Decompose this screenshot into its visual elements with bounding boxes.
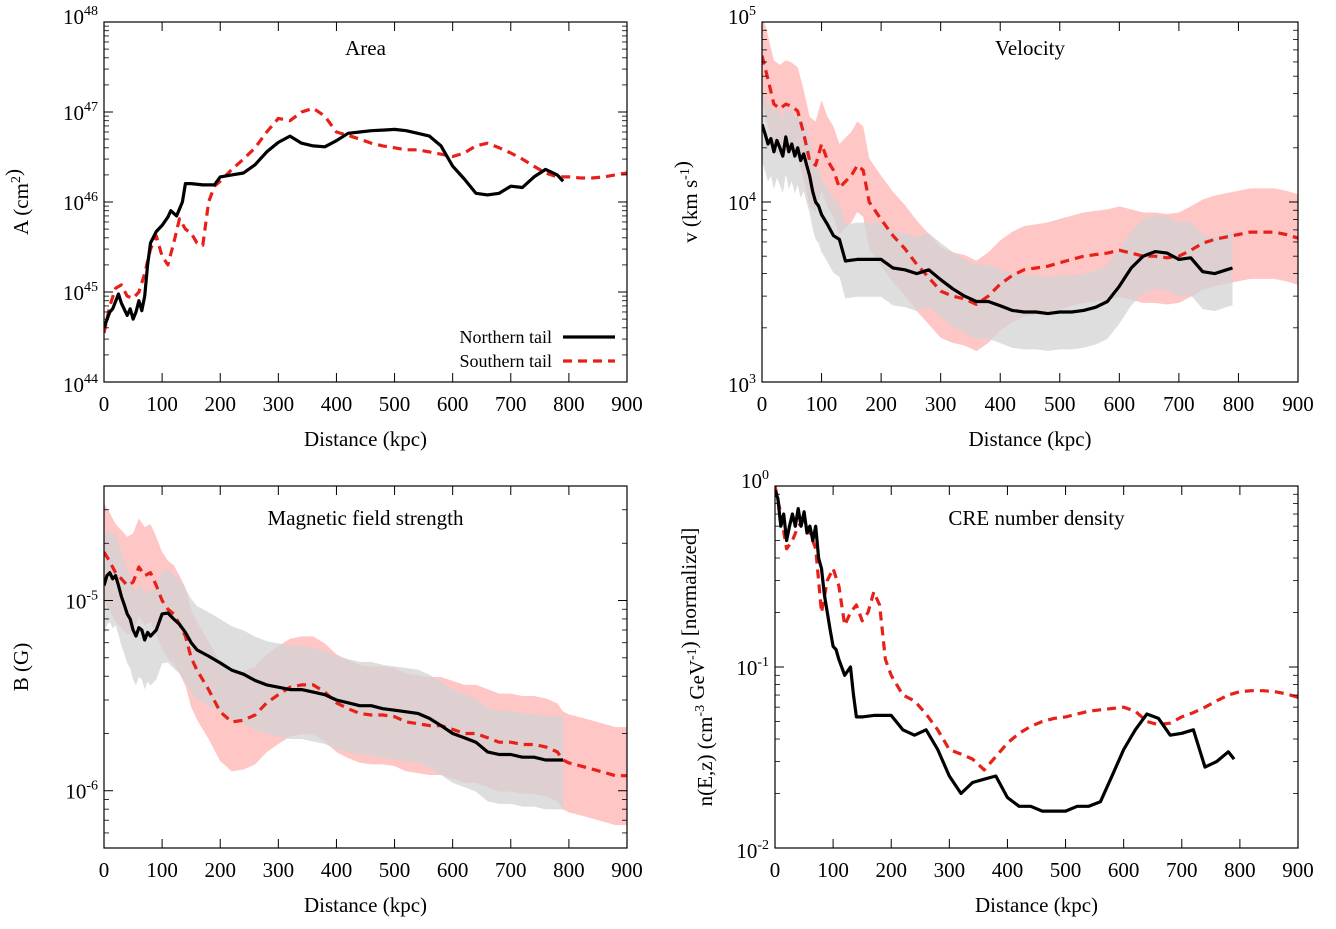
y-tick-label: 10-6	[65, 779, 98, 804]
x-axis-label: Distance (kpc)	[975, 893, 1098, 917]
y-tick-label: 1045	[63, 280, 98, 305]
panel-magnetic: 0 100 200 300 400 500 600 700 800 900 10-6 10-5 Magn…	[9, 486, 643, 917]
panel-cre: 0 100 200 300 400 500 600 700 800 900 10-2 10-1 100 C…	[677, 468, 1314, 917]
panel-title: Area	[345, 36, 386, 60]
y-tick-label: 1047	[63, 100, 98, 125]
x-tick-label: 300	[934, 858, 966, 882]
x-tick-label: 700	[495, 858, 527, 882]
x-tick-label: 600	[437, 858, 469, 882]
x-tick-label: 600	[1104, 392, 1136, 416]
x-tick-label: 100	[817, 858, 849, 882]
x-tick-label: 900	[1282, 392, 1314, 416]
x-tick-label: 0	[99, 392, 110, 416]
panel-title: Magnetic field strength	[268, 506, 464, 530]
panel-title: Velocity	[995, 36, 1065, 60]
panel-area: 0 100 200 300 400 500 600 700 800 900 1044 1045 1046…	[1, 4, 643, 451]
y-tick-label: 10-5	[65, 589, 98, 614]
x-tick-label: 500	[379, 858, 411, 882]
southern-legend-label: Southern tail	[460, 351, 553, 371]
x-tick-label: 900	[611, 392, 643, 416]
y-axis-label: B (G)	[9, 643, 33, 691]
x-tick-label: 100	[146, 392, 178, 416]
northern-tail-line	[775, 490, 1234, 811]
x-tick-label: 0	[757, 392, 768, 416]
x-tick-label: 100	[146, 858, 178, 882]
y-tick-label: 10-2	[736, 838, 769, 863]
y-tick-label: 105	[728, 4, 756, 29]
y-axis-label: v (km s-1)	[670, 161, 702, 243]
x-tick-label: 800	[553, 392, 585, 416]
x-tick-label: 100	[806, 392, 838, 416]
panel-velocity: 0 100 200 300 400 500 600 700 800 900 103 104 105 Vel…	[670, 4, 1314, 451]
x-tick-label: 900	[1282, 858, 1314, 882]
panel-title: CRE number density	[948, 506, 1125, 530]
northern-legend-label: Northern tail	[460, 327, 552, 347]
x-tick-label: 700	[1166, 858, 1198, 882]
y-tick-label: 1048	[63, 4, 98, 29]
x-axis-label: Distance (kpc)	[968, 427, 1091, 451]
x-tick-label: 400	[984, 392, 1016, 416]
southern-tail-line	[104, 108, 627, 333]
x-tick-label: 200	[865, 392, 897, 416]
plot-frame	[775, 486, 1298, 848]
x-tick-label: 300	[263, 858, 295, 882]
x-tick-label: 0	[99, 858, 110, 882]
x-tick-label: 700	[1163, 392, 1195, 416]
x-tick-label: 600	[1108, 858, 1140, 882]
x-tick-label: 500	[1050, 858, 1082, 882]
x-tick-label: 800	[1224, 858, 1256, 882]
x-axis-label: Distance (kpc)	[304, 427, 427, 451]
x-tick-label: 900	[611, 858, 643, 882]
x-tick-label: 700	[495, 392, 527, 416]
uncertainty-bands	[104, 503, 627, 825]
y-axis-label: A (cm2)	[1, 169, 33, 235]
y-tick-label: 1046	[63, 190, 98, 215]
x-tick-label: 500	[379, 392, 411, 416]
uncertainty-bands	[762, 12, 1298, 351]
x-tick-label: 400	[321, 392, 353, 416]
x-tick-label: 300	[263, 392, 295, 416]
y-tick-label: 1044	[63, 372, 98, 397]
y-axis-label: n(E,z) (cm-3 GeV-1) [normalized]	[677, 528, 717, 807]
x-tick-label: 0	[770, 858, 781, 882]
x-tick-label: 200	[204, 858, 236, 882]
x-tick-label: 400	[992, 858, 1024, 882]
x-tick-label: 800	[553, 858, 585, 882]
northern-tail-line	[104, 129, 563, 327]
y-tick-label: 104	[728, 190, 756, 215]
x-tick-label: 800	[1223, 392, 1255, 416]
x-tick-label: 500	[1044, 392, 1076, 416]
x-tick-label: 300	[925, 392, 957, 416]
y-tick-label: 10-1	[736, 655, 769, 680]
x-tick-label: 400	[321, 858, 353, 882]
x-tick-label: 600	[437, 392, 469, 416]
y-tick-label: 100	[741, 468, 769, 493]
y-tick-label: 103	[728, 372, 756, 397]
legend: Northern tail Southern tail	[460, 327, 616, 371]
x-tick-label: 200	[875, 858, 907, 882]
x-tick-label: 200	[204, 392, 236, 416]
x-axis-label: Distance (kpc)	[304, 893, 427, 917]
